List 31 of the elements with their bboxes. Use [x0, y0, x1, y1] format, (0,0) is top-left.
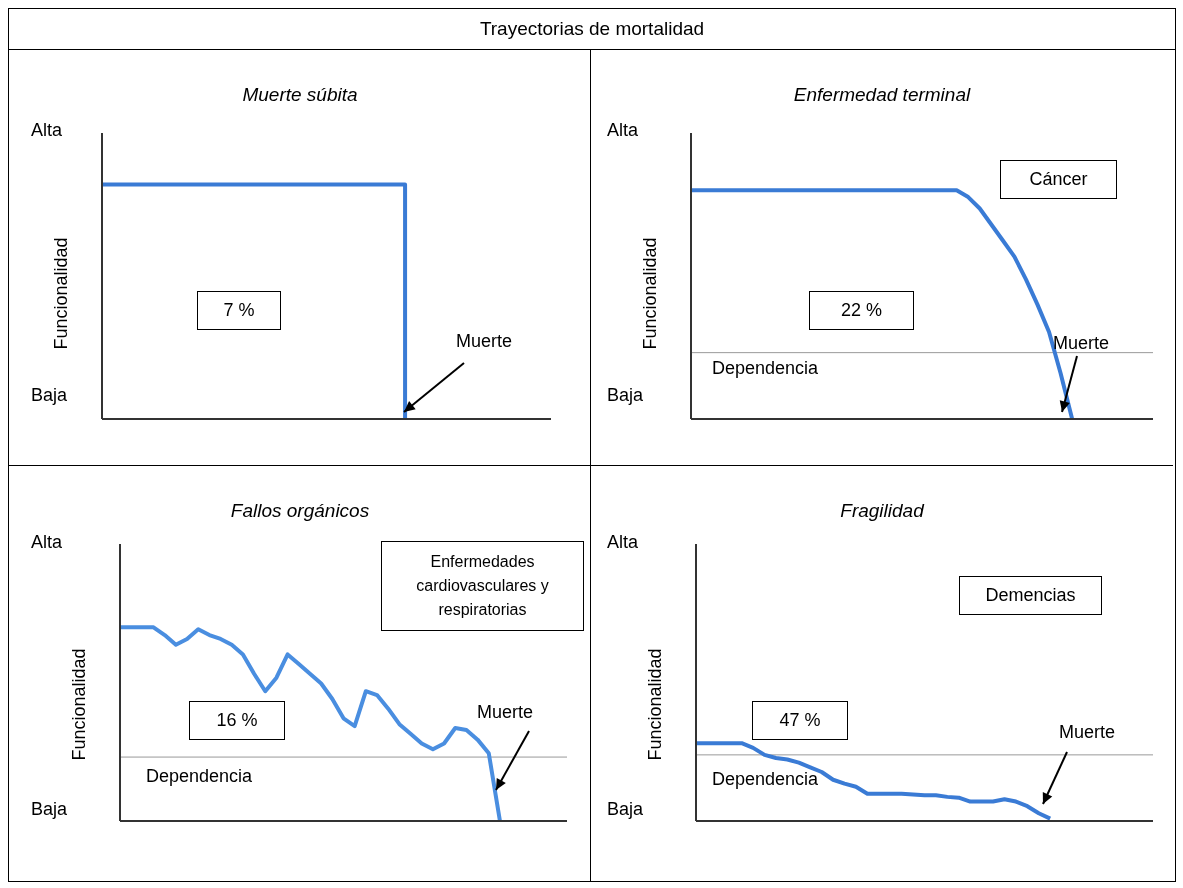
chart-title: Fragilidad: [839, 500, 926, 522]
y-axis-title: Funcionalidad: [644, 647, 666, 761]
text-box: Cáncer: [1000, 160, 1117, 199]
ref-line-label: Dependencia: [712, 358, 819, 379]
text: Alta: [31, 532, 63, 553]
y-axis-title: Funcionalidad: [68, 647, 90, 761]
annotation: Muerte: [477, 702, 534, 723]
text-box: 16 %: [189, 701, 285, 740]
text: Baja: [31, 799, 68, 820]
text: Baja: [607, 799, 644, 820]
chart-title: Fallos orgánicos: [229, 500, 371, 522]
ref-line-label: Dependencia: [146, 766, 253, 787]
text: Alta: [607, 532, 639, 553]
text-box: Enfermedades cardiovasculares y respiratorias: [381, 541, 584, 631]
chart-title: Enfermedad terminal: [792, 84, 972, 106]
text-box: Demencias: [959, 576, 1102, 615]
text: Baja: [607, 385, 644, 406]
text: Alta: [607, 120, 639, 141]
text: Muerte: [1059, 722, 1116, 743]
chart-title: Muerte súbita: [241, 84, 359, 106]
text: Baja: [31, 385, 68, 406]
text-box: 7 %: [197, 291, 281, 330]
ref-line-label: Dependencia: [712, 769, 819, 790]
text-box: 22 %: [809, 291, 914, 330]
y-axis-title: Funcionalidad: [639, 236, 661, 350]
text: Trayectorias de mortalidad: [9, 9, 1175, 50]
y-axis-title: Funcionalidad: [50, 236, 72, 350]
annotation: Muerte: [1053, 333, 1110, 354]
annotation: Muerte: [456, 331, 513, 352]
text-box: 47 %: [752, 701, 848, 740]
text: Alta: [31, 120, 63, 141]
